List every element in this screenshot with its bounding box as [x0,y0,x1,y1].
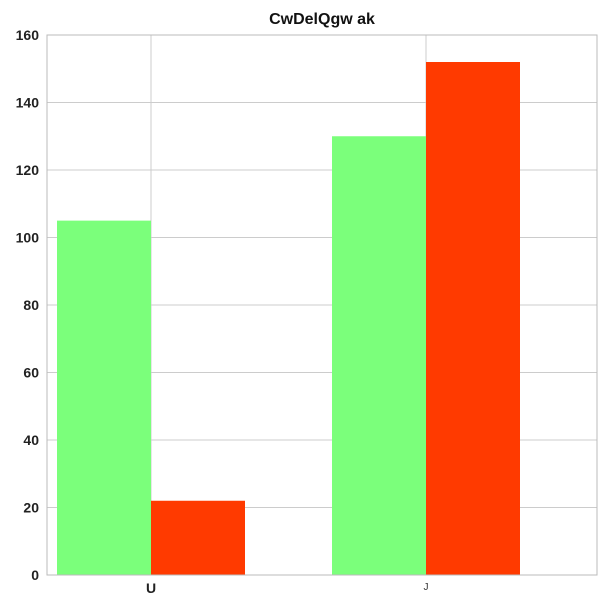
chart-title: CwDelQgw ak [269,11,375,28]
y-axis-ticks: 0 20 40 60 80 100 120 140 160 [16,27,40,583]
y-tick-label: 60 [23,365,39,381]
y-tick-label: 100 [16,230,40,246]
y-tick-label: 0 [31,567,39,583]
x-tick-label: U [146,580,156,596]
y-tick-label: 140 [16,95,40,111]
y-tick-label: 40 [23,432,39,448]
bar-1-J [332,136,426,575]
y-tick-label: 120 [16,162,40,178]
bar-1-U [57,220,151,575]
plot-frame [46,34,598,576]
bars [57,62,520,575]
bar-2-U [151,500,245,575]
bar-2-J [426,62,520,575]
y-tick-label: 80 [23,297,39,313]
y-tick-label: 20 [23,500,39,516]
y-tick-label: 160 [16,27,40,43]
x-tick-label: J [424,582,429,593]
